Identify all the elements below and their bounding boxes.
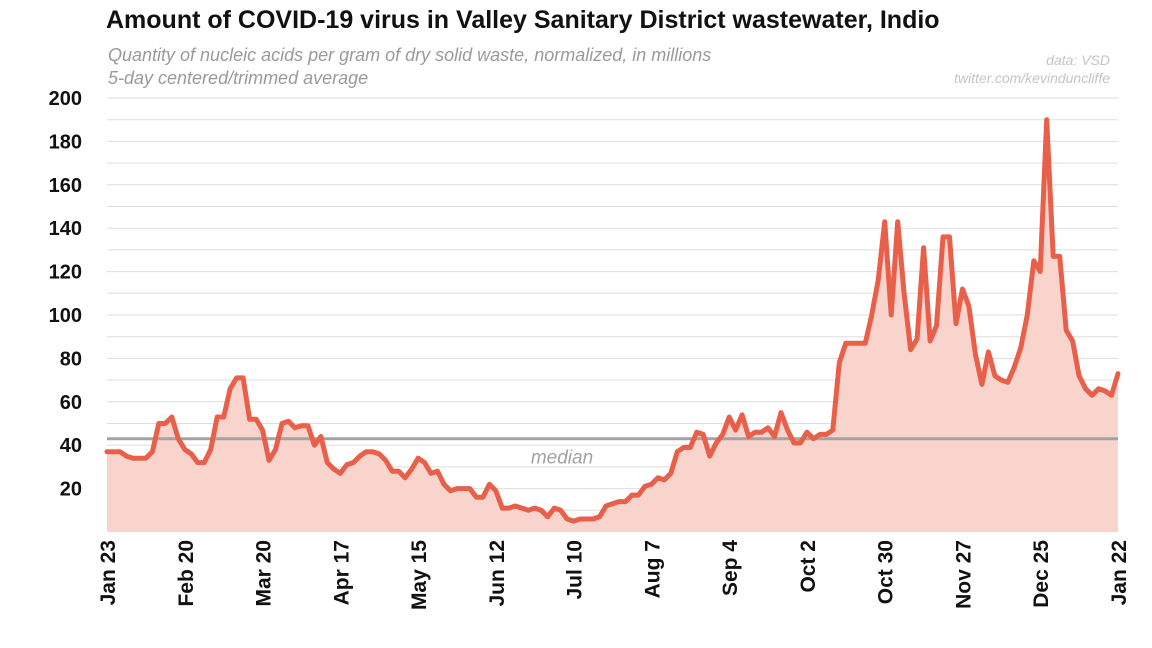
median-label: median [531,448,593,469]
x-tick-label: Oct 30 [875,540,898,604]
y-tick-label: 160 [49,175,82,197]
x-tick-label: Mar 20 [253,540,276,607]
y-tick-label: 100 [49,305,82,327]
series-area-fill [107,119,1118,532]
x-tick-label: Oct 2 [797,540,820,593]
x-tick-label: Jul 10 [564,540,587,600]
chart-subtitle-line-2: 5-day centered/trimmed average [108,68,369,88]
y-tick-label: 180 [49,131,82,153]
x-tick-label: Dec 25 [1030,540,1053,608]
y-tick-label: 140 [49,218,82,240]
median-line-group: median [107,437,1118,469]
y-tick-label: 20 [60,479,82,501]
y-tick-label: 120 [49,262,82,284]
x-tick-label: Jan 22 [1108,540,1131,605]
series-area [107,119,1118,532]
data-source: data: VSD [1046,52,1110,68]
author-credit: twitter.com/kevinduncliffe [954,70,1110,86]
x-tick-label: Jan 23 [97,540,120,605]
x-tick-label: Sep 4 [719,540,742,596]
x-tick-label: Apr 17 [330,540,353,605]
series-line [104,117,1121,524]
y-axis-ticks: 20 40 60 80 100 120 140 160 180 200 [49,88,82,501]
x-tick-label: Nov 27 [952,540,975,609]
x-tick-label: May 15 [408,540,431,610]
y-tick-label: 200 [49,88,82,110]
y-tick-label: 80 [60,348,82,370]
x-tick-label: Jun 12 [486,540,509,607]
x-axis-ticks: Jan 23 Feb 20 Mar 20 Apr 17 May 15 Jun 12 Jul … [97,540,1131,610]
x-tick-label: Feb 20 [175,540,198,607]
series-line-group [104,117,1121,524]
y-tick-label: 40 [60,435,82,457]
x-tick-label: Aug 7 [641,540,664,598]
chart-subtitle-line-1: Quantity of nucleic acids per gram of dr… [108,45,712,65]
chart-title: Amount of COVID-19 virus in Valley Sanit… [106,6,940,34]
y-tick-label: 60 [60,392,82,414]
